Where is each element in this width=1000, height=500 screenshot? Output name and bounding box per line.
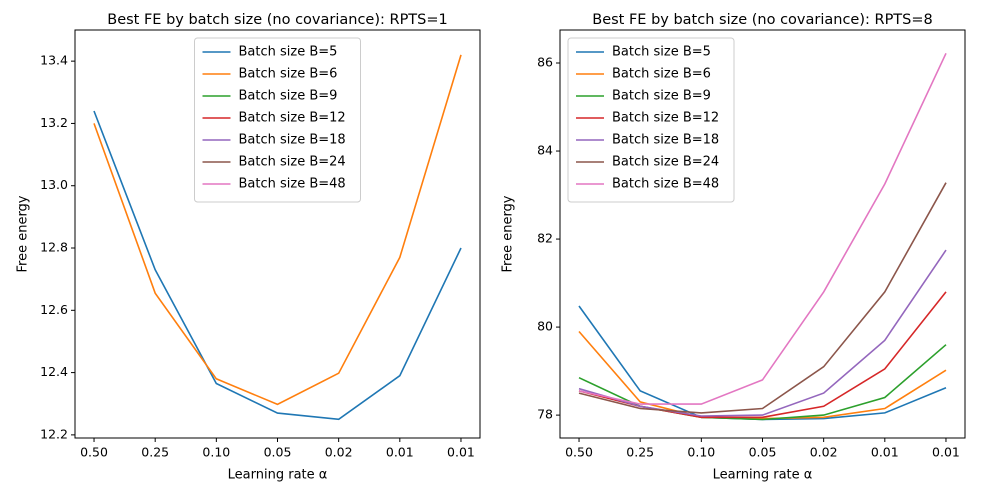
x-tick-label: 0.01: [447, 445, 475, 460]
legend-label: Batch size B=24: [612, 155, 719, 170]
legend-label: Batch size B=5: [239, 45, 338, 60]
y-tick-label: 86: [537, 55, 553, 70]
legend-label: Batch size B=12: [239, 111, 346, 126]
legend-label: Batch size B=6: [612, 67, 711, 82]
y-tick-label: 82: [537, 231, 553, 246]
y-tick-label: 78: [537, 407, 553, 422]
y-tick-label: 12.4: [40, 364, 68, 379]
chart-title: Best FE by batch size (no covariance): R…: [592, 12, 933, 28]
series-line: [578, 52, 947, 405]
y-tick-label: 12.6: [40, 302, 68, 317]
axes-frame: [559, 29, 966, 439]
x-axis-label: Learning rate α: [713, 468, 813, 483]
legend-label: Batch size B=6: [239, 67, 338, 82]
legend-label: Batch size B=48: [612, 177, 719, 192]
legend-box: [567, 37, 735, 203]
series-line: [578, 182, 947, 414]
series-line: [93, 110, 462, 421]
legend-label: Batch size B=9: [239, 89, 338, 104]
x-tick-label: 0.10: [687, 445, 715, 460]
x-tick-label: 0.05: [749, 445, 777, 460]
legend-label: Batch size B=24: [239, 155, 346, 170]
y-tick-label: 13.4: [40, 53, 68, 68]
x-tick-label: 0.10: [202, 445, 230, 460]
x-tick-label: 0.01: [386, 445, 414, 460]
x-tick-label: 0.25: [626, 445, 654, 460]
series-line: [578, 249, 947, 417]
x-tick-label: 0.05: [264, 445, 292, 460]
x-axis-label: Learning rate α: [228, 468, 328, 483]
series-line: [578, 291, 947, 419]
legend-label: Batch size B=18: [239, 133, 346, 148]
y-tick-label: 13.0: [40, 177, 68, 192]
y-axis-label: Free energy: [501, 195, 516, 272]
x-tick-label: 0.01: [871, 445, 899, 460]
y-tick-label: 13.2: [40, 115, 68, 130]
x-tick-label: 0.02: [325, 445, 353, 460]
y-tick-label: 12.2: [40, 426, 68, 441]
legend-box: [194, 37, 361, 203]
y-tick-label: 12.8: [40, 240, 68, 255]
y-tick-label: 84: [537, 143, 553, 158]
x-tick-label: 0.02: [810, 445, 838, 460]
y-tick-label: 80: [537, 319, 553, 334]
x-tick-label: 0.50: [80, 445, 108, 460]
legend-label: Batch size B=5: [612, 45, 711, 60]
x-tick-label: 0.01: [932, 445, 960, 460]
x-tick-label: 0.50: [565, 445, 593, 460]
legend-label: Batch size B=9: [612, 89, 711, 104]
legend-label: Batch size B=18: [612, 133, 719, 148]
series-line: [93, 54, 462, 406]
chart-title: Best FE by batch size (no covariance): R…: [107, 12, 448, 28]
legend-label: Batch size B=48: [239, 177, 346, 192]
y-axis-label: Free energy: [16, 195, 31, 272]
axes-frame: [74, 29, 481, 439]
legend-label: Batch size B=12: [612, 111, 719, 126]
x-tick-label: 0.25: [141, 445, 169, 460]
series-line: [578, 330, 947, 420]
